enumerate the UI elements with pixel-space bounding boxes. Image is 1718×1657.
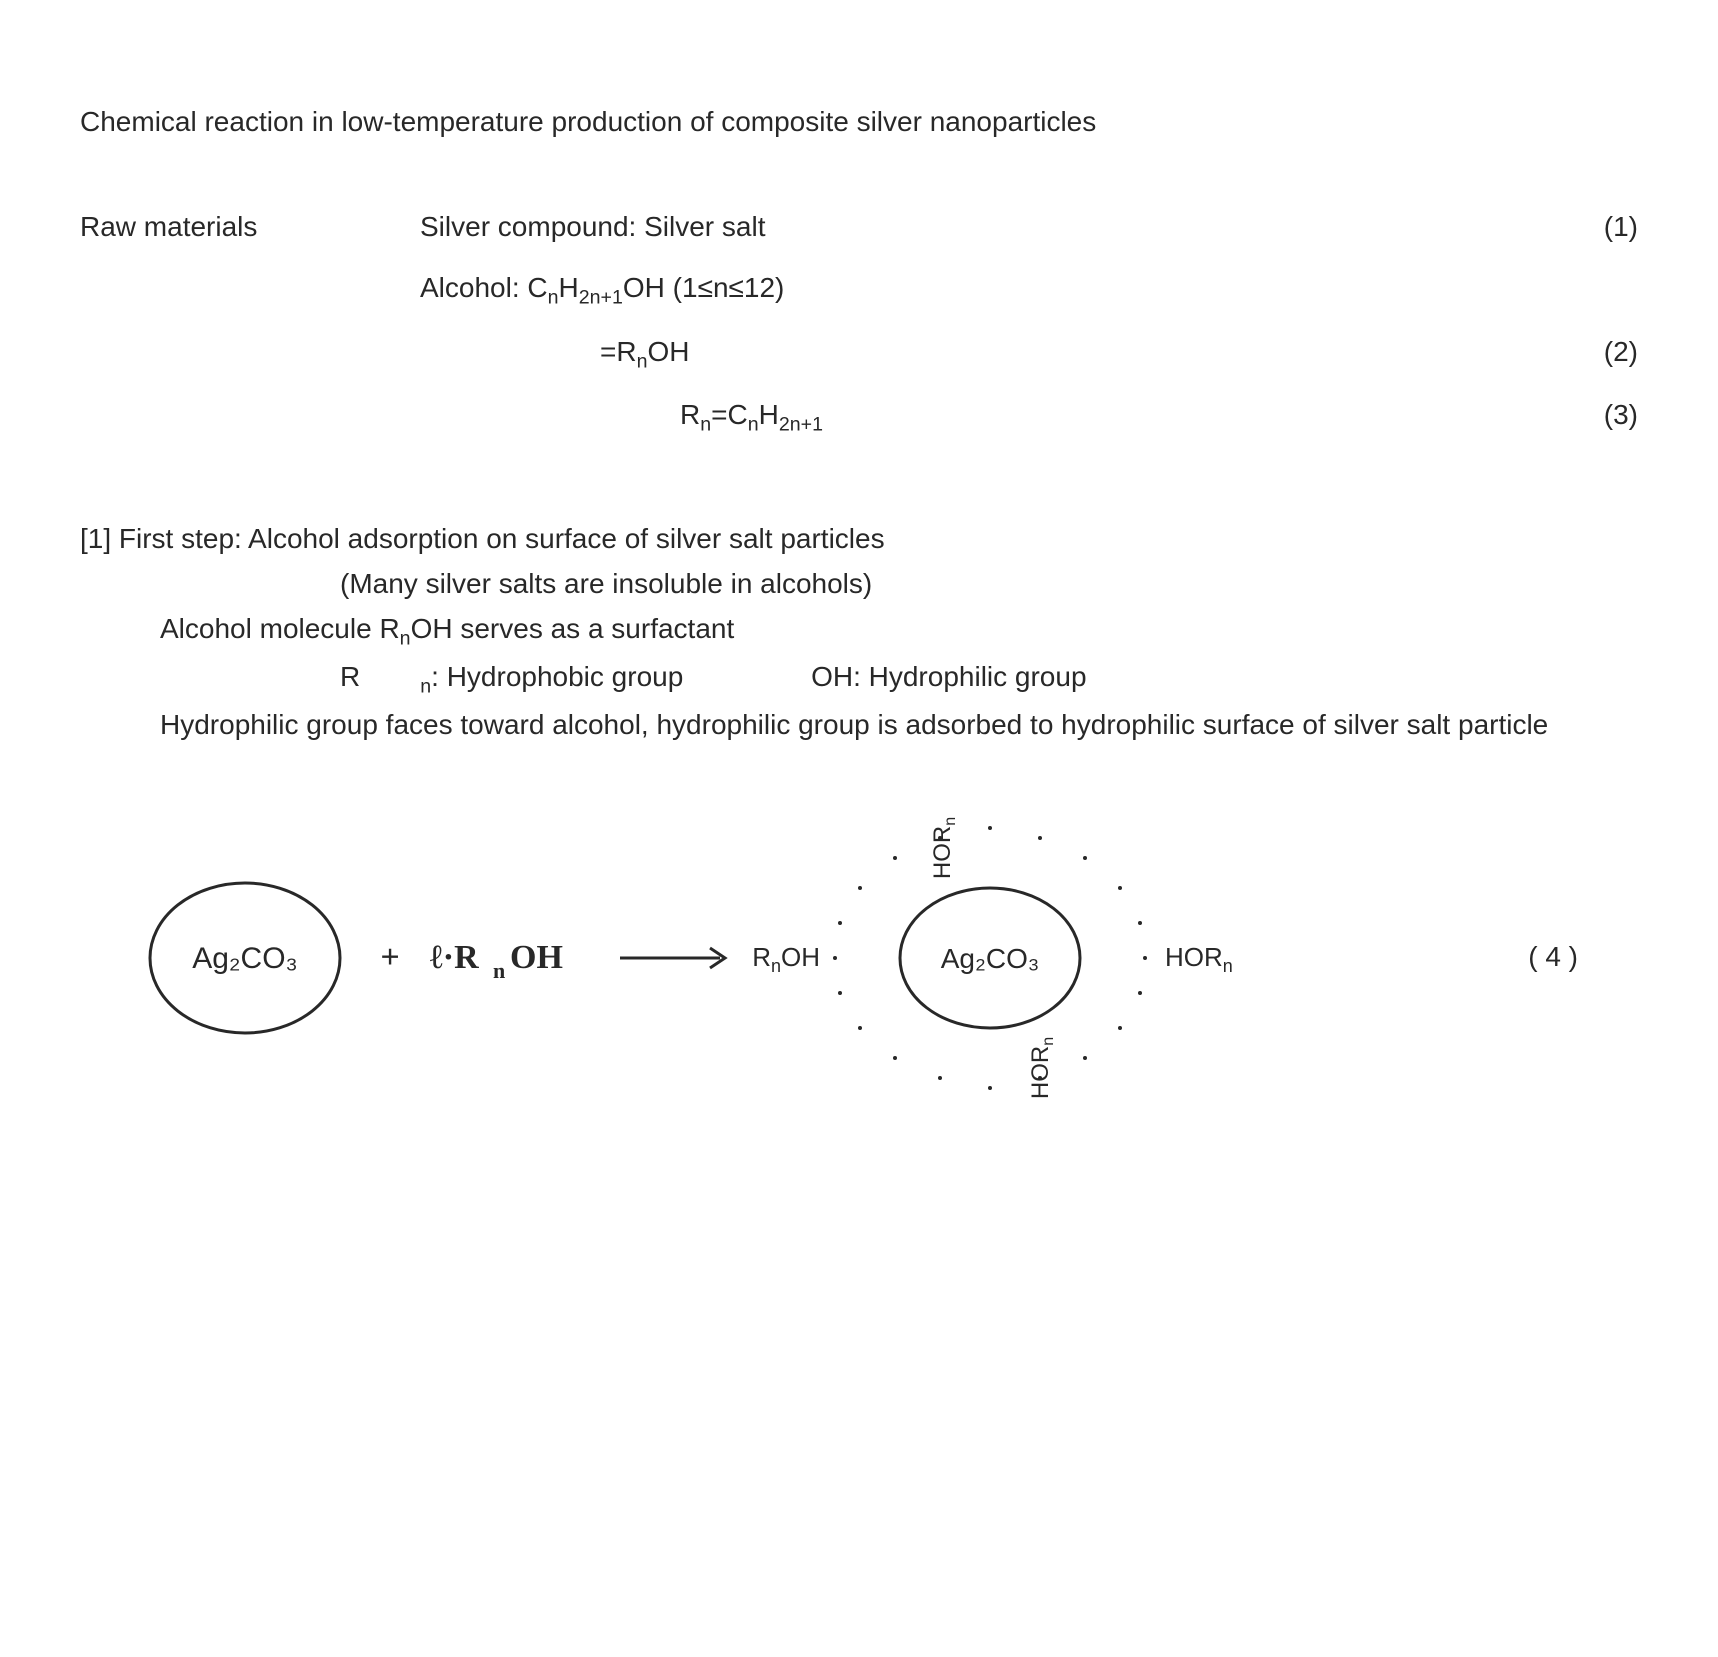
raw-line-4: Rn=CnH2n+1 <box>420 393 1558 441</box>
svg-text:HORn: HORn <box>1027 1037 1057 1099</box>
svg-text:ℓ·R: ℓ·R <box>430 939 479 976</box>
step-note: (Many silver salts are insoluble in alco… <box>340 562 1638 607</box>
svg-text:n: n <box>493 958 505 983</box>
eq-number-4: ( 4 ) <box>1528 935 1638 980</box>
step-heading: [1] First step: Alcohol adsorption on su… <box>80 517 1638 562</box>
eq-number-1: (1) <box>1558 205 1638 250</box>
raw-line-3: =RnOH <box>420 330 1558 378</box>
eq-number-3: (3) <box>1558 393 1638 438</box>
svg-text:+: + <box>380 939 399 976</box>
eq-number-2: (2) <box>1558 330 1638 375</box>
raw-materials-label: Raw materials <box>80 205 420 250</box>
step-groups: Rn: Hydrophobic group OH: Hydrophilic gr… <box>340 655 1638 703</box>
raw-line-1: Silver compound: Silver salt <box>420 205 1558 250</box>
svg-text:HORn: HORn <box>1165 942 1233 976</box>
svg-text:HORn: HORn <box>929 817 959 879</box>
raw-materials-block: Raw materials Silver compound: Silver sa… <box>80 205 1638 458</box>
svg-text:Ag₂CO₃: Ag₂CO₃ <box>192 942 298 975</box>
step-line-1: Alcohol molecule RnOH serves as a surfac… <box>160 607 1638 655</box>
page-title: Chemical reaction in low-temperature pro… <box>80 100 1638 145</box>
step-1-block: [1] First step: Alcohol adsorption on su… <box>80 517 1638 747</box>
reaction-svg: Ag₂CO₃ + ℓ·R n OH Ag₂CO₃ RnOH HORn HORn <box>120 788 1320 1128</box>
raw-line-2: Alcohol: CnH2n+1OH (1≤n≤12) <box>420 266 1558 314</box>
svg-text:OH: OH <box>510 939 563 976</box>
svg-text:RnOH: RnOH <box>752 942 820 976</box>
step-line-2: Hydrophilic group faces toward alcohol, … <box>160 703 1638 748</box>
equation-4-diagram: Ag₂CO₃ + ℓ·R n OH Ag₂CO₃ RnOH HORn HORn <box>80 788 1638 1128</box>
svg-text:Ag₂CO₃: Ag₂CO₃ <box>941 943 1040 974</box>
